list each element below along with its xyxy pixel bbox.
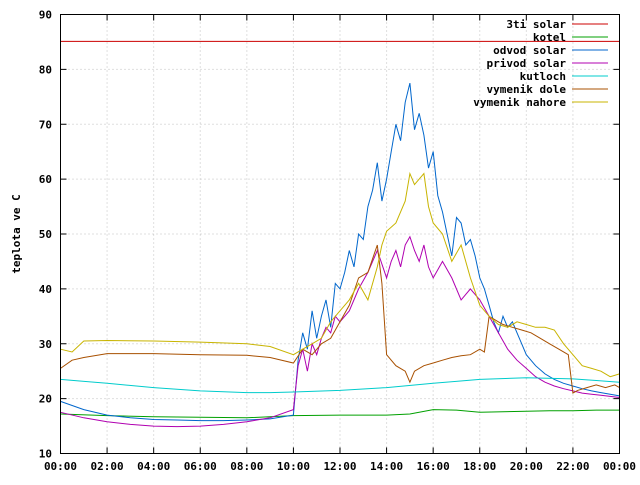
y-tick-label: 10 bbox=[39, 448, 52, 461]
y-tick-label: 80 bbox=[39, 63, 52, 76]
x-tick-label: 12:00 bbox=[323, 460, 356, 473]
axis-ticks bbox=[60, 14, 620, 454]
x-tick-label: 10:00 bbox=[277, 460, 310, 473]
y-tick-label: 70 bbox=[39, 118, 52, 131]
x-tick-label: 14:00 bbox=[370, 460, 403, 473]
y-axis-label: teplota ve C bbox=[10, 194, 23, 273]
tick-labels: 00:00 02:00 04:00 06:00 08:00 10:00 12:00 14:00… bbox=[39, 9, 636, 474]
series-line-5 bbox=[60, 244, 620, 394]
x-tick-label: 20:00 bbox=[510, 460, 543, 473]
y-tick-label: 20 bbox=[39, 393, 52, 406]
x-tick-label: 18:00 bbox=[463, 460, 496, 473]
series-group bbox=[60, 40, 620, 428]
y-tick-label: 50 bbox=[39, 228, 52, 241]
x-tick-label: 16:00 bbox=[417, 460, 450, 473]
legend-label: kutloch bbox=[520, 70, 566, 83]
series-line-1 bbox=[60, 409, 620, 419]
series-line-6 bbox=[60, 171, 620, 378]
legend-label: 3ti solar bbox=[506, 18, 566, 31]
x-tick-label: 06:00 bbox=[184, 460, 217, 473]
x-tick-label: 08:00 bbox=[230, 460, 263, 473]
x-tick-label: 00:00 bbox=[44, 460, 77, 473]
x-tick-label: 00:00 bbox=[603, 460, 636, 473]
legend-label: kotel bbox=[533, 31, 566, 44]
y-tick-label: 40 bbox=[39, 283, 52, 296]
series-line-4 bbox=[60, 377, 620, 394]
y-tick-label: 30 bbox=[39, 338, 52, 351]
series-line-2 bbox=[60, 82, 620, 422]
x-tick-label: 02:00 bbox=[91, 460, 124, 473]
x-tick-label: 22:00 bbox=[556, 460, 589, 473]
legend-label: odvod solar bbox=[493, 44, 566, 57]
legend-label: vymenik nahore bbox=[473, 96, 566, 109]
legend-label: privod solar bbox=[487, 57, 567, 70]
series-line-3 bbox=[60, 235, 620, 428]
y-tick-label: 60 bbox=[39, 173, 52, 186]
legend-label: vymenik dole bbox=[487, 83, 567, 96]
x-tick-label: 04:00 bbox=[137, 460, 170, 473]
y-tick-label: 90 bbox=[39, 9, 52, 22]
